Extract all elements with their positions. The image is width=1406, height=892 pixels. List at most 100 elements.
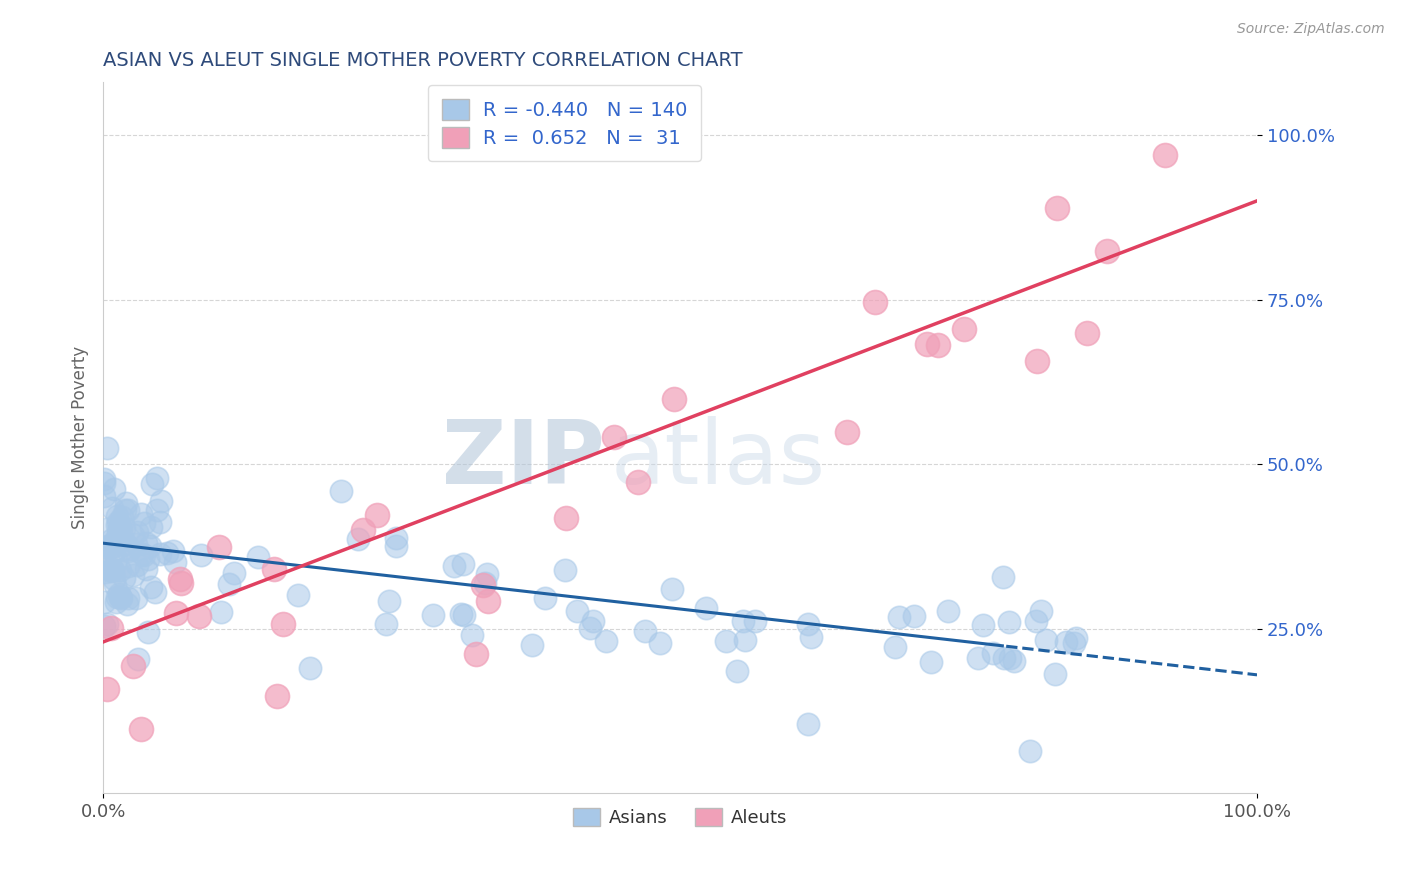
Point: [661, 582, 683, 596]
Point: [936, 604, 959, 618]
Point: [287, 589, 309, 603]
Point: [103, 572, 125, 586]
Point: [115, 597, 138, 611]
Point: [981, 647, 1004, 661]
Point: [190, 548, 212, 562]
Point: [127, 651, 149, 665]
Point: [378, 593, 401, 607]
Point: [112, 571, 135, 585]
Point: [450, 607, 472, 621]
Point: [170, 575, 193, 590]
Point: [124, 591, 146, 606]
Text: ASIAN VS ALEUT SINGLE MOTHER POVERTY CORRELATION CHART: ASIAN VS ALEUT SINGLE MOTHER POVERTY COR…: [103, 51, 742, 70]
Point: [101, 500, 124, 515]
Point: [352, 524, 374, 538]
Point: [122, 568, 145, 582]
Point: [384, 531, 406, 545]
Point: [141, 477, 163, 491]
Point: [744, 615, 766, 629]
Point: [93, 619, 115, 633]
Point: [131, 507, 153, 521]
Point: [110, 519, 132, 533]
Point: [139, 580, 162, 594]
Point: [108, 563, 131, 577]
Point: [1019, 744, 1042, 758]
Point: [920, 655, 942, 669]
Point: [163, 555, 186, 569]
Point: [100, 621, 122, 635]
Point: [453, 607, 475, 622]
Point: [117, 559, 139, 574]
Point: [107, 530, 129, 544]
Point: [634, 624, 657, 638]
Point: [107, 515, 129, 529]
Point: [145, 503, 167, 517]
Point: [149, 515, 172, 529]
Point: [105, 590, 128, 604]
Point: [93, 476, 115, 491]
Point: [114, 537, 136, 551]
Point: [222, 566, 245, 580]
Point: [150, 494, 173, 508]
Point: [299, 661, 322, 675]
Point: [120, 541, 142, 556]
Point: [143, 585, 166, 599]
Point: [115, 496, 138, 510]
Point: [567, 604, 589, 618]
Point: [554, 563, 576, 577]
Point: [903, 609, 925, 624]
Point: [100, 533, 122, 547]
Point: [384, 539, 406, 553]
Point: [998, 651, 1021, 665]
Point: [218, 576, 240, 591]
Point: [103, 539, 125, 553]
Point: [695, 601, 717, 615]
Point: [1025, 614, 1047, 628]
Point: [138, 624, 160, 639]
Point: [105, 553, 128, 567]
Point: [889, 609, 911, 624]
Point: [103, 544, 125, 558]
Point: [93, 472, 115, 486]
Point: [451, 557, 474, 571]
Text: atlas: atlas: [610, 416, 825, 503]
Point: [169, 572, 191, 586]
Point: [94, 522, 117, 536]
Point: [122, 528, 145, 542]
Point: [1054, 634, 1077, 648]
Point: [132, 548, 155, 562]
Point: [100, 561, 122, 575]
Point: [714, 633, 737, 648]
Point: [165, 606, 187, 620]
Point: [107, 587, 129, 601]
Point: [952, 322, 974, 336]
Point: [346, 532, 368, 546]
Point: [1064, 632, 1087, 646]
Point: [266, 689, 288, 703]
Point: [110, 591, 132, 606]
Point: [475, 567, 498, 582]
Point: [534, 591, 557, 605]
Point: [110, 523, 132, 537]
Point: [582, 614, 605, 628]
Point: [146, 470, 169, 484]
Point: [162, 544, 184, 558]
Point: [131, 547, 153, 561]
Point: [863, 295, 886, 310]
Point: [108, 590, 131, 604]
Point: [650, 635, 672, 649]
Point: [271, 617, 294, 632]
Point: [114, 503, 136, 517]
Point: [797, 617, 820, 632]
Point: [595, 634, 617, 648]
Point: [465, 647, 488, 661]
Point: [121, 658, 143, 673]
Text: Source: ZipAtlas.com: Source: ZipAtlas.com: [1237, 22, 1385, 37]
Point: [105, 595, 128, 609]
Point: [129, 722, 152, 736]
Point: [208, 540, 231, 554]
Point: [105, 509, 128, 524]
Point: [800, 630, 823, 644]
Point: [155, 545, 177, 559]
Point: [96, 682, 118, 697]
